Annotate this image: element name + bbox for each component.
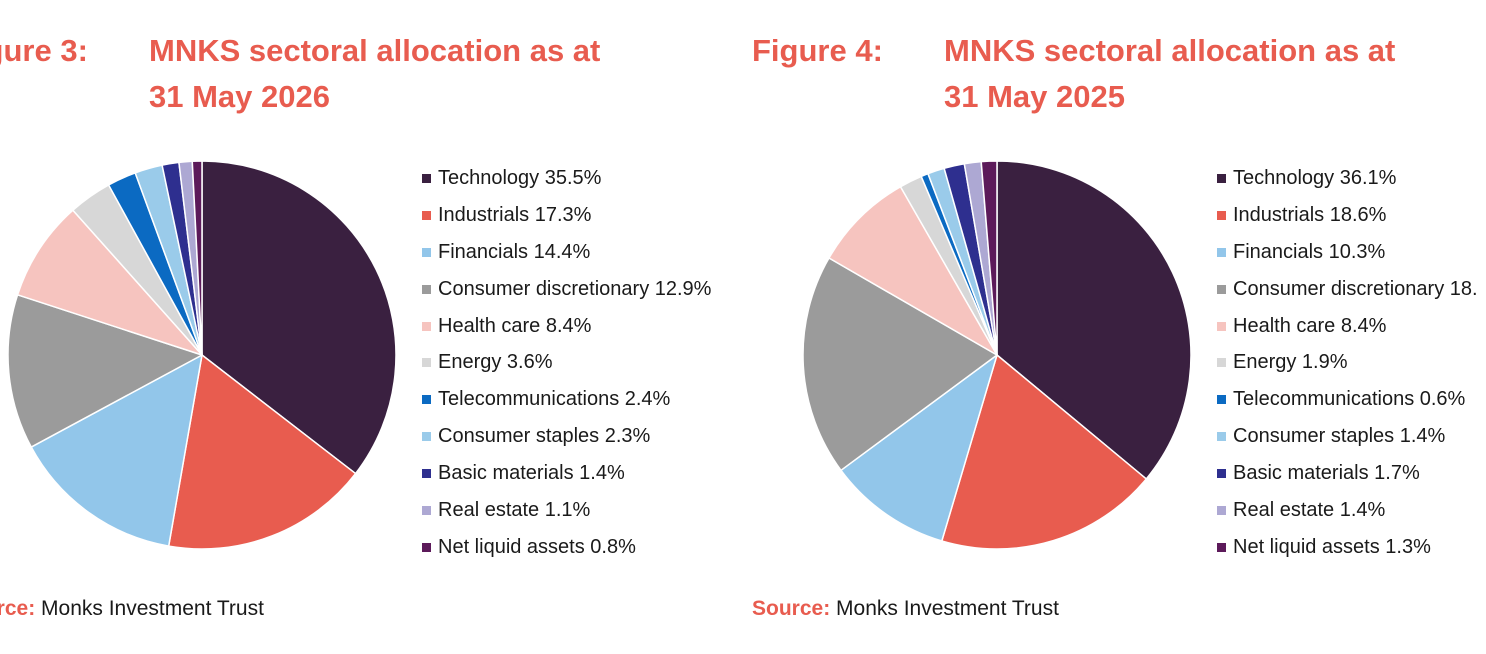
legend-item-basic-materials: Basic materials 1.7% [1217, 455, 1478, 492]
legend-label: Industrials 18.6% [1233, 203, 1387, 226]
legend-swatch [422, 247, 431, 257]
legend-swatch [1217, 321, 1226, 331]
figure-4-panel: Figure 4: MNKS sectoral allocation as at… [752, 0, 1486, 654]
source-label: Source: [0, 597, 36, 620]
pie-slice-industrials [941, 354, 1148, 550]
chart-title: MNKS sectoral allocation as at 31 May 20… [944, 28, 1395, 120]
legend-item-health-care: Health care 8.4% [1217, 308, 1478, 345]
legend-label: Basic materials 1.7% [1233, 462, 1420, 485]
legend-label: Telecommunications 2.4% [438, 388, 671, 411]
legend-swatch [1217, 542, 1226, 552]
legend-label: Financials 14.4% [438, 240, 591, 263]
figure-label: Figure 4: [752, 33, 883, 68]
pie-slice-financials [30, 354, 203, 547]
legend-label: Real estate 1.1% [438, 498, 591, 521]
legend-label: Industrials 17.3% [438, 203, 592, 226]
legend-swatch [1217, 432, 1226, 442]
legend-item-energy: Energy 1.9% [1217, 344, 1478, 381]
legend-label: Net liquid assets 0.8% [438, 535, 636, 558]
legend-swatch [422, 173, 431, 183]
pie-slice-health-care [828, 185, 998, 356]
legend-label: Net liquid assets 1.3% [1233, 535, 1431, 558]
legend-item-telecommunications: Telecommunications 2.4% [422, 381, 711, 418]
source-label: Source: [752, 597, 831, 620]
legend-swatch [1217, 395, 1226, 405]
legend-item-consumer-staples: Consumer staples 2.3% [422, 418, 711, 455]
source-note: Source: Monks Investment Trust [0, 597, 264, 621]
legend-item-net-liquid-assets: Net liquid assets 1.3% [1217, 529, 1478, 566]
legend-item-consumer-discretionary: Consumer discretionary 12.9% [422, 271, 711, 308]
legend-item-financials: Financials 14.4% [422, 234, 711, 271]
legend-swatch [422, 284, 431, 294]
chart-title: MNKS sectoral allocation as at 31 May 20… [149, 28, 600, 120]
legend-label: Basic materials 1.4% [438, 462, 625, 485]
legend-label: Technology 36.1% [1233, 166, 1397, 189]
legend-label: Telecommunications 0.6% [1233, 388, 1466, 411]
legend-swatch [422, 210, 431, 220]
legend-swatch [422, 321, 431, 331]
pie-slice-technology [201, 160, 397, 475]
legend-swatch [422, 358, 431, 368]
source-text: Monks Investment Trust [41, 597, 264, 620]
legend-item-technology: Technology 36.1% [1217, 160, 1478, 197]
legend-item-real-estate: Real estate 1.1% [422, 492, 711, 529]
figure-3-panel: Figure 3: MNKS sectoral allocation as at… [0, 28, 711, 621]
legend-swatch [422, 469, 431, 479]
legend-swatch [1217, 505, 1226, 515]
pie-slice-industrials [167, 354, 357, 550]
legend-item-consumer-staples: Consumer staples 1.4% [1217, 418, 1478, 455]
legend-item-net-liquid-assets: Net liquid assets 0.8% [422, 529, 711, 566]
legend-item-telecommunications: Telecommunications 0.6% [1217, 381, 1478, 418]
legend-item-consumer-discretionary: Consumer discretionary 18. [1217, 271, 1478, 308]
pie-slice-net-liquid-assets [980, 160, 998, 356]
legend-swatch [422, 542, 431, 552]
pie-chart [802, 160, 1192, 550]
legend-swatch [422, 505, 431, 515]
legend-item-industrials: Industrials 17.3% [422, 197, 711, 234]
legend-swatch [422, 432, 431, 442]
pie-slice-financials [840, 354, 998, 542]
source-text: Monks Investment Trust [836, 597, 1059, 620]
legend-label: Consumer discretionary 12.9% [438, 277, 712, 300]
legend-label: Health care 8.4% [438, 314, 592, 337]
chart-title-line-2: 31 May 2025 [944, 79, 1125, 114]
pie-slice-health-care [16, 209, 203, 356]
legend-item-energy: Energy 3.6% [422, 344, 711, 381]
legend-item-basic-materials: Basic materials 1.4% [422, 455, 711, 492]
legend-item-health-care: Health care 8.4% [422, 308, 711, 345]
legend-label: Consumer staples 2.3% [438, 425, 651, 448]
legend-swatch [1217, 247, 1226, 257]
chart-title-line-1: MNKS sectoral allocation as at [944, 33, 1396, 68]
legend-label: Technology 35.5% [438, 166, 602, 189]
pie-slice-technology [996, 160, 1192, 480]
legend-label: Real estate 1.4% [1233, 498, 1386, 521]
legend-item-financials: Financials 10.3% [1217, 234, 1478, 271]
pie-slice-consumer-discretionary [7, 294, 203, 448]
chart-title-line-2: 31 May 2026 [149, 79, 330, 114]
source-note: Source: Monks Investment Trust [752, 597, 1059, 621]
chart-legend: Technology 36.1% Industrials 18.6% Financi… [1217, 160, 1478, 566]
legend-label: Energy 3.6% [438, 351, 553, 374]
chart-title-line-1: MNKS sectoral allocation as at [149, 33, 601, 68]
legend-label: Energy 1.9% [1233, 351, 1348, 374]
legend-label: Health care 8.4% [1233, 314, 1387, 337]
legend-label: Consumer discretionary 18. [1233, 277, 1478, 300]
legend-swatch [1217, 173, 1226, 183]
legend-swatch [1217, 210, 1226, 220]
legend-item-real-estate: Real estate 1.4% [1217, 492, 1478, 529]
chart-legend: Technology 35.5% Industrials 17.3% Financi… [422, 160, 711, 566]
pie-chart [7, 160, 397, 550]
legend-item-industrials: Industrials 18.6% [1217, 197, 1478, 234]
legend-swatch [1217, 358, 1226, 368]
pie-slice-net-liquid-assets [191, 160, 203, 356]
legend-label: Consumer staples 1.4% [1233, 425, 1446, 448]
legend-swatch [422, 395, 431, 405]
legend-swatch [1217, 284, 1226, 294]
pie-slice-consumer-discretionary [802, 257, 998, 472]
legend-label: Financials 10.3% [1233, 240, 1386, 263]
legend-swatch [1217, 469, 1226, 479]
legend-item-technology: Technology 35.5% [422, 160, 711, 197]
figure-label: Figure 3: [0, 33, 88, 68]
